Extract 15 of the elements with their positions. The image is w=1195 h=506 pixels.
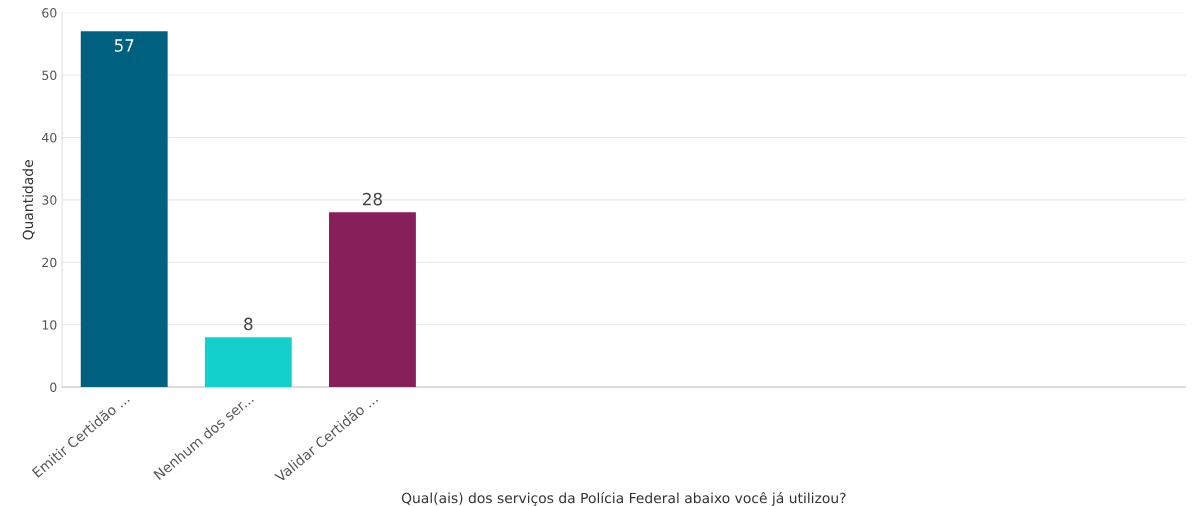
bar — [80, 31, 168, 388]
y-tick-label: 50 — [42, 70, 57, 80]
y-tick-label: 60 — [42, 8, 57, 18]
bar — [329, 212, 416, 388]
x-axis-title: Qual(ais) dos serviços da Polícia Federal abaixo você já utilizou? — [401, 491, 846, 506]
data-label: 57 — [114, 39, 134, 52]
y-tick-label: 10 — [42, 320, 57, 330]
bar — [204, 337, 292, 388]
data-label: 28 — [363, 192, 382, 206]
y-tick-label: 40 — [41, 132, 57, 143]
y-tick-label: 0 — [50, 382, 57, 393]
y-tick-label: 20 — [42, 257, 57, 268]
y-axis-title: Quantidade — [22, 160, 35, 240]
data-label: 8 — [244, 317, 253, 331]
y-tick-label: 30 — [42, 195, 57, 205]
